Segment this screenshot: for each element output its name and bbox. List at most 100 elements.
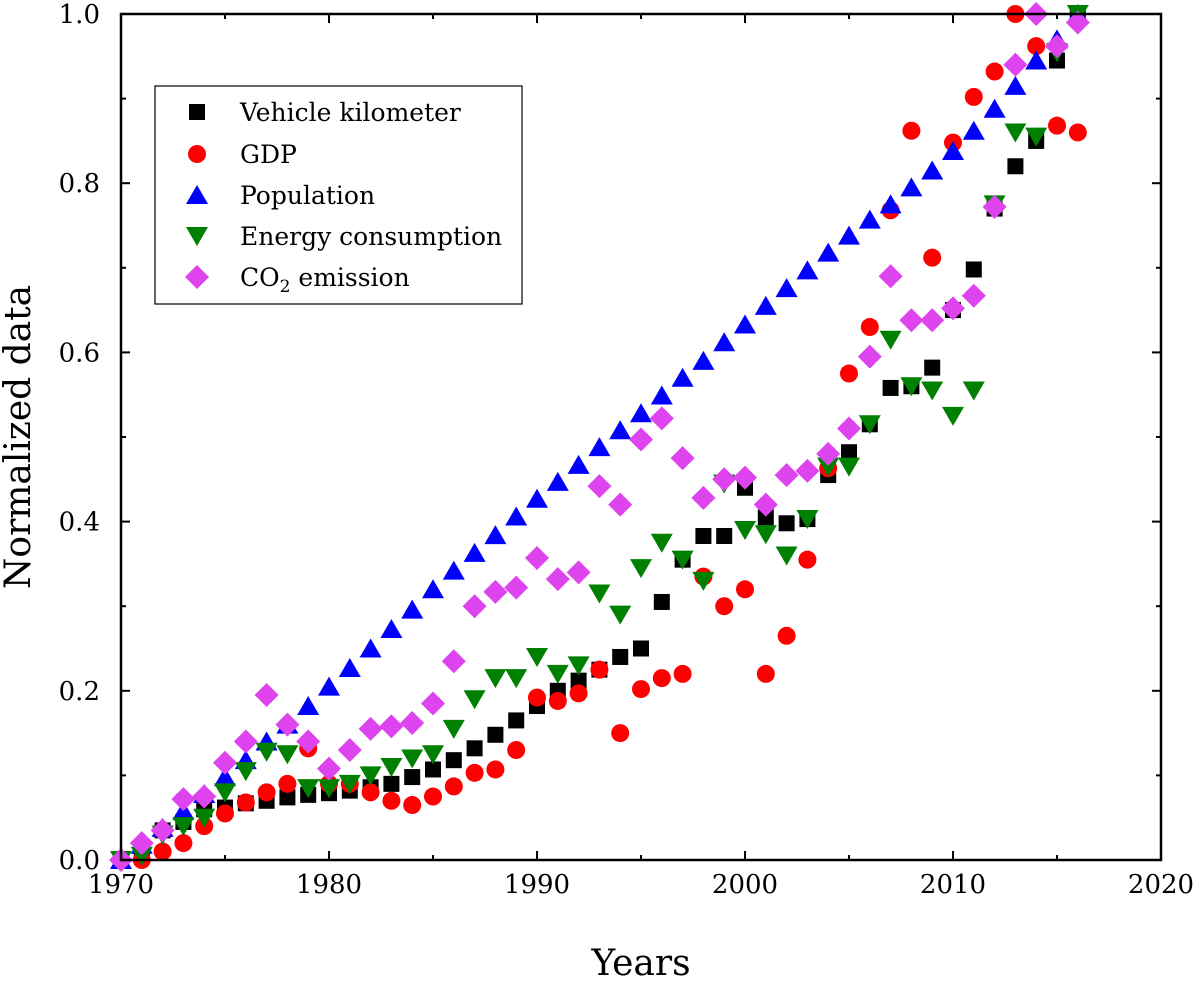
- data-point: [774, 463, 799, 488]
- data-point: [566, 560, 591, 585]
- data-point: [359, 766, 382, 786]
- data-point: [653, 593, 670, 610]
- data-point: [962, 120, 985, 140]
- data-point: [193, 808, 216, 828]
- data-point: [1065, 10, 1090, 35]
- data-point: [526, 647, 548, 667]
- data-point: [379, 714, 404, 739]
- data-point: [174, 834, 193, 853]
- y-tick-label: 0.6: [59, 338, 100, 368]
- data-point: [486, 760, 505, 779]
- x-tick-label: 2010: [920, 870, 986, 900]
- data-point: [733, 465, 757, 490]
- data-point: [338, 774, 361, 794]
- data-point: [236, 793, 255, 812]
- data-point: [942, 406, 964, 426]
- data-point: [546, 664, 569, 684]
- data-point: [213, 750, 237, 775]
- data-point: [337, 738, 362, 763]
- data-point: [817, 457, 840, 477]
- legend-label-population: Population: [240, 181, 375, 210]
- data-point: [899, 308, 924, 333]
- data-point: [964, 87, 983, 106]
- data-point: [715, 597, 734, 616]
- data-point: [840, 364, 858, 383]
- y-tick-label: 0.2: [59, 677, 100, 707]
- data-point: [650, 533, 673, 553]
- data-point: [505, 669, 528, 689]
- legend-label-vehicle-kilometer: Vehicle kilometer: [239, 98, 461, 127]
- data-point: [422, 745, 444, 765]
- data-point: [567, 454, 590, 474]
- x-tick-label: 2020: [1128, 870, 1194, 900]
- data-point: [442, 719, 465, 739]
- data-point: [441, 649, 466, 674]
- data-point: [754, 295, 777, 315]
- data-point: [985, 62, 1004, 81]
- data-point: [214, 767, 236, 787]
- data-point: [424, 787, 442, 806]
- data-point: [462, 594, 487, 619]
- data-point: [736, 580, 754, 599]
- data-point: [630, 403, 652, 423]
- data-point: [1027, 37, 1046, 56]
- data-point: [425, 761, 441, 778]
- data-point: [633, 640, 649, 657]
- data-point: [882, 379, 899, 396]
- data-point: [921, 381, 944, 401]
- data-point: [466, 740, 483, 757]
- data-point: [504, 575, 529, 600]
- data-point: [1025, 50, 1048, 70]
- data-point: [483, 579, 508, 604]
- data-point: [692, 571, 715, 591]
- data-point: [129, 831, 154, 856]
- data-point: [650, 385, 673, 405]
- data-point: [795, 458, 820, 483]
- data-point: [528, 688, 546, 707]
- data-point: [879, 330, 902, 350]
- data-point: [297, 779, 320, 799]
- data-point: [777, 626, 796, 645]
- y-tick-label: 1.0: [59, 0, 100, 30]
- data-point: [756, 664, 775, 683]
- legend-box: [154, 85, 523, 305]
- data-point: [404, 769, 421, 786]
- legend: Vehicle kilometer GDP Population Energy …: [154, 85, 523, 305]
- data-point: [255, 742, 278, 762]
- data-point: [757, 509, 774, 526]
- data-point: [1004, 123, 1027, 143]
- data-point: [857, 344, 882, 369]
- data-point: [753, 492, 778, 517]
- data-point: [567, 656, 590, 676]
- data-point: [400, 710, 425, 735]
- data-point: [695, 527, 712, 544]
- legend-symbol: [185, 265, 209, 289]
- data-point: [609, 605, 632, 625]
- data-point: [671, 550, 694, 570]
- x-tick-label: 1980: [296, 870, 362, 900]
- data-point: [900, 377, 923, 397]
- data-point: [318, 676, 340, 696]
- data-point: [649, 406, 674, 431]
- data-point: [923, 248, 942, 267]
- data-point: [734, 521, 756, 541]
- data-point: [130, 846, 153, 866]
- data-point: [630, 559, 652, 579]
- data-point: [276, 745, 299, 765]
- data-point: [338, 657, 361, 677]
- data-point: [965, 261, 982, 278]
- x-tick-label: 2000: [712, 870, 778, 900]
- data-point: [233, 729, 258, 754]
- data-point: [403, 796, 422, 815]
- data-point: [817, 242, 840, 262]
- data-point: [754, 525, 777, 545]
- data-point: [1068, 123, 1087, 142]
- legend-symbol: [186, 227, 208, 246]
- data-point: [548, 691, 567, 710]
- data-point: [670, 446, 695, 471]
- data-point: [879, 194, 902, 214]
- legend-label-energy-consumption: Energy consumption: [240, 222, 502, 251]
- data-point: [546, 471, 569, 491]
- data-point: [442, 560, 465, 580]
- data-point: [318, 779, 340, 799]
